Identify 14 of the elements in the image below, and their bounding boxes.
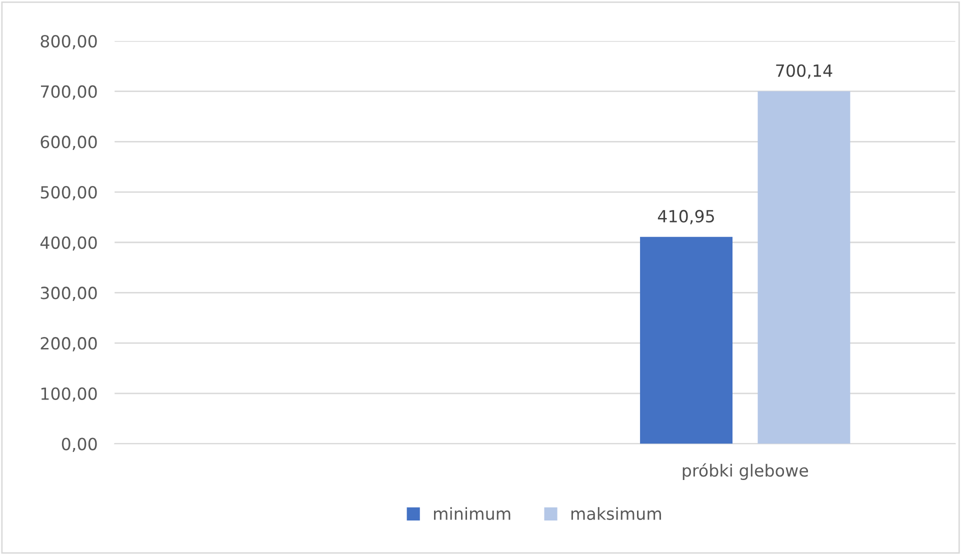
y-tick-label: 200,00: [40, 337, 97, 352]
y-tick-label: 100,00: [41, 387, 97, 402]
y-tick-label: 800,00: [40, 34, 97, 50]
x-tick-label: próbki glebowe: [682, 463, 808, 480]
legend-label: minimum: [434, 507, 510, 520]
data-label: 700,14: [776, 64, 832, 79]
y-tick-label: 0,00: [62, 438, 97, 452]
y-tick-label: 300,00: [40, 286, 97, 301]
legend-label: maksimum: [571, 507, 661, 520]
y-tick-label: 500,00: [40, 186, 97, 200]
data-label: 410,95: [658, 210, 714, 224]
y-tick-label: 400,00: [40, 236, 97, 251]
y-tick-label: 600,00: [40, 136, 97, 150]
y-tick-label: 700,00: [40, 85, 97, 100]
